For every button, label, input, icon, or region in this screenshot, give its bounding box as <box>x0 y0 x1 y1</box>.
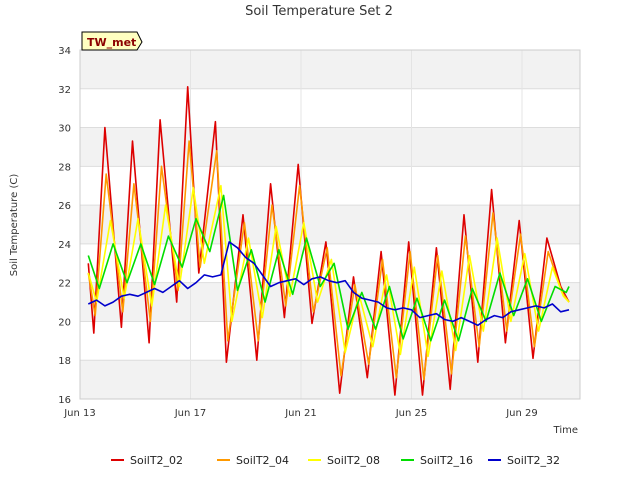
y-tick-label: 22 <box>58 279 71 290</box>
y-tick-label: 26 <box>58 201 71 212</box>
plot-border <box>79 49 581 400</box>
chart-title: Soil Temperature Set 2 <box>245 4 393 19</box>
band-32 <box>80 50 580 89</box>
series-line-soilt2_04 <box>87 140 570 381</box>
legend-label: SoilT2_16 <box>420 454 473 467</box>
series-line-soilt2_08 <box>87 184 570 358</box>
y-axis-label: Soil Temperature (C) <box>9 174 20 277</box>
legend-label: SoilT2_08 <box>327 454 380 467</box>
site-badge: TW_met <box>81 31 143 51</box>
legend-label: SoilT2_02 <box>130 454 183 467</box>
x-tick-label: Jun 21 <box>284 408 317 419</box>
y-tick-label: 34 <box>58 46 71 57</box>
x-tick-label: Jun 13 <box>63 408 96 419</box>
x-tick-label: Jun 25 <box>395 408 428 419</box>
legend-label: SoilT2_04 <box>236 454 289 467</box>
band-28 <box>80 127 580 167</box>
badge-box <box>81 31 143 51</box>
y-tick-label: 18 <box>58 356 71 367</box>
y-tick-labels: 16 18 20 22 24 26 28 30 32 34 <box>58 46 71 406</box>
legend-label: SoilT2_32 <box>507 454 560 467</box>
x-axis-label: Time <box>553 425 578 436</box>
x-tick-label: Jun 17 <box>174 408 207 419</box>
band-16 <box>80 360 580 399</box>
legend: SoilT2_02 SoilT2_04 SoilT2_08 SoilT2_16 Soil… <box>111 454 560 467</box>
series-line-soilt2_02 <box>87 86 570 396</box>
y-tick-label: 32 <box>58 85 71 96</box>
y-tick-label: 24 <box>58 240 71 251</box>
x-tick-label: Jun 29 <box>505 408 538 419</box>
x-tick-labels: Jun 13 Jun 17 Jun 21 Jun 25 Jun 29 <box>63 408 538 419</box>
y-tick-label: 30 <box>58 124 71 135</box>
badge-label: TW_met <box>87 36 136 49</box>
y-tick-label: 20 <box>58 317 71 328</box>
series-lines <box>87 86 570 396</box>
y-tick-label: 16 <box>58 395 71 406</box>
series-line-soilt2_32 <box>87 241 570 327</box>
series-line-soilt2_16 <box>87 194 570 342</box>
y-tick-label: 28 <box>58 162 71 173</box>
